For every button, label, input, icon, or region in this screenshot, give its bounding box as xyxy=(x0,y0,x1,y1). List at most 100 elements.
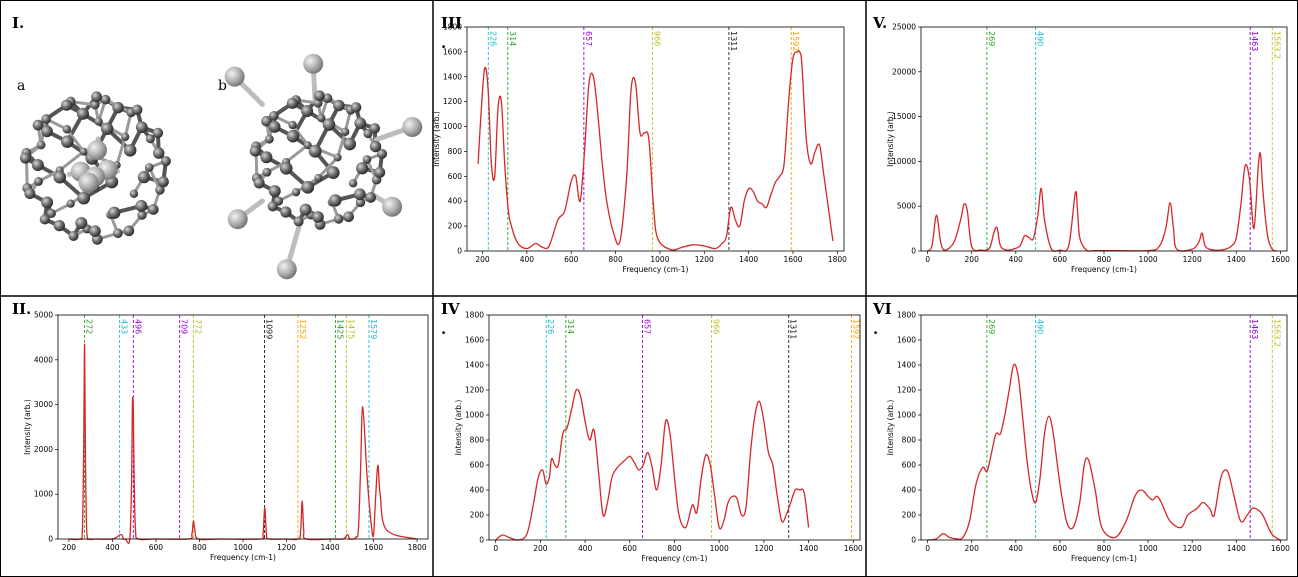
plot-frame xyxy=(466,26,845,252)
carbon-atom xyxy=(94,117,103,126)
carbon-atom xyxy=(333,99,345,112)
x-tick-label: 1400 xyxy=(321,543,340,552)
x-tick-label: 800 xyxy=(1097,544,1112,553)
x-tick-label: 1600 xyxy=(1271,544,1290,553)
y-tick-label: 5000 xyxy=(897,202,916,211)
vline-label-1592: 1592 xyxy=(791,31,800,51)
cage-bond xyxy=(336,130,347,159)
x-tick-label: 0 xyxy=(925,255,930,264)
vline-label-657: 657 xyxy=(584,31,593,46)
x-tick-label: 800 xyxy=(1097,255,1112,264)
cage-bond xyxy=(65,127,86,154)
spectrum-line xyxy=(495,388,810,541)
carbon-atom xyxy=(53,170,67,184)
y-tick-label: 1800 xyxy=(465,311,484,320)
carbon-atom xyxy=(299,203,312,216)
x-tick-label: 400 xyxy=(1009,544,1024,553)
carbon-atom xyxy=(355,197,366,208)
x-tick-label: 600 xyxy=(1053,544,1068,553)
plot-frame xyxy=(488,314,861,541)
y-axis-label: Intensity (arb.) xyxy=(886,400,895,456)
carbon-atom xyxy=(350,102,362,113)
y-tick-label: 400 xyxy=(902,486,917,495)
x-tick-label: 200 xyxy=(533,544,548,553)
x-tick-label: 0 xyxy=(493,544,498,553)
panel-label-VI: VI xyxy=(873,300,892,318)
substituent-atom xyxy=(227,209,248,230)
vline-label-966: 966 xyxy=(712,319,721,334)
y-tick-label: 1400 xyxy=(897,361,916,370)
carbon-atom xyxy=(267,201,278,212)
vline-label-314: 314 xyxy=(508,31,517,46)
panel-label-III: III xyxy=(441,14,463,32)
x-tick-label: 1000 xyxy=(233,543,252,552)
carbon-atom xyxy=(137,170,151,184)
vline-label-226: 226 xyxy=(546,319,555,334)
y-tick-label: 1000 xyxy=(465,411,484,420)
carbon-atom xyxy=(301,180,315,194)
x-tick-label: 200 xyxy=(62,543,77,552)
vline-label-490: 490 xyxy=(1036,31,1045,46)
x-tick-label: 1000 xyxy=(1139,255,1158,264)
vline-label-1463: 1463 xyxy=(1250,31,1259,51)
carbon-atom xyxy=(76,107,89,120)
vline-label-269: 269 xyxy=(987,31,996,46)
panel-label-IV: IV xyxy=(441,300,460,318)
carbon-atom xyxy=(61,99,73,111)
y-tick-label: 1800 xyxy=(443,23,462,32)
carbon-atom xyxy=(160,156,171,167)
carbon-atom xyxy=(123,225,135,237)
vline-label-1563.2: 1563.2 xyxy=(1272,319,1281,347)
carbon-atom xyxy=(326,166,340,180)
y-axis-label: Intensity (arb.) xyxy=(886,111,895,167)
carbon-atom xyxy=(303,141,312,150)
vline-label-1592: 1592 xyxy=(852,319,861,339)
y-axis-label: Intensity (arb.) xyxy=(23,399,32,455)
x-axis-label: Frequency (cm-1) xyxy=(1071,554,1137,563)
vline-label-433: 433 xyxy=(120,319,129,334)
carbon-atom xyxy=(341,127,350,137)
carbon-atom xyxy=(312,211,324,223)
carbon-atom xyxy=(374,166,386,178)
y-tick-label: 0 xyxy=(911,247,916,256)
vline-label-1311: 1311 xyxy=(729,31,738,51)
vline-label-1579: 1579 xyxy=(369,319,378,339)
carbon-atom xyxy=(66,199,75,208)
x-tick-label: 200 xyxy=(965,544,980,553)
panel-label-VI-dot: . xyxy=(873,320,879,338)
x-tick-label: 1800 xyxy=(408,543,427,552)
y-tick-label: 5000 xyxy=(34,311,53,320)
x-tick-label: 1200 xyxy=(1183,255,1202,264)
carbon-atom xyxy=(249,145,261,157)
carbon-atom xyxy=(268,185,281,198)
carbon-atom xyxy=(293,216,304,227)
x-tick-label: 1200 xyxy=(695,255,714,264)
y-tick-label: 600 xyxy=(470,461,485,470)
y-tick-label: 1000 xyxy=(443,122,462,131)
fullerene-cage-a xyxy=(19,91,171,245)
panel-label-III-dot: . xyxy=(441,34,447,52)
vline-label-1563.2: 1563.2 xyxy=(1272,31,1281,59)
carbon-atom xyxy=(261,115,272,127)
y-tick-label: 400 xyxy=(448,197,463,206)
y-tick-label: 20000 xyxy=(892,67,916,76)
carbon-atom xyxy=(268,120,281,133)
carbon-atom xyxy=(36,140,46,150)
carbon-atom xyxy=(112,101,124,114)
y-tick-label: 1800 xyxy=(897,311,916,320)
x-tick-label: 1400 xyxy=(739,255,758,264)
vline-label-314: 314 xyxy=(566,319,575,334)
y-tick-label: 1600 xyxy=(465,336,484,345)
x-tick-label: 600 xyxy=(149,543,164,552)
x-tick-label: 1400 xyxy=(1227,255,1246,264)
plot-frame xyxy=(920,314,1288,541)
cage-bond xyxy=(58,150,86,172)
carbon-atom xyxy=(354,117,367,130)
y-tick-label: 0 xyxy=(457,247,462,256)
y-tick-label: 3000 xyxy=(34,400,53,409)
carbon-atom xyxy=(155,185,165,195)
carbon-atom xyxy=(308,144,322,158)
carbon-atom xyxy=(286,129,300,143)
carbon-atom xyxy=(19,152,31,164)
y-tick-label: 1600 xyxy=(897,336,916,345)
